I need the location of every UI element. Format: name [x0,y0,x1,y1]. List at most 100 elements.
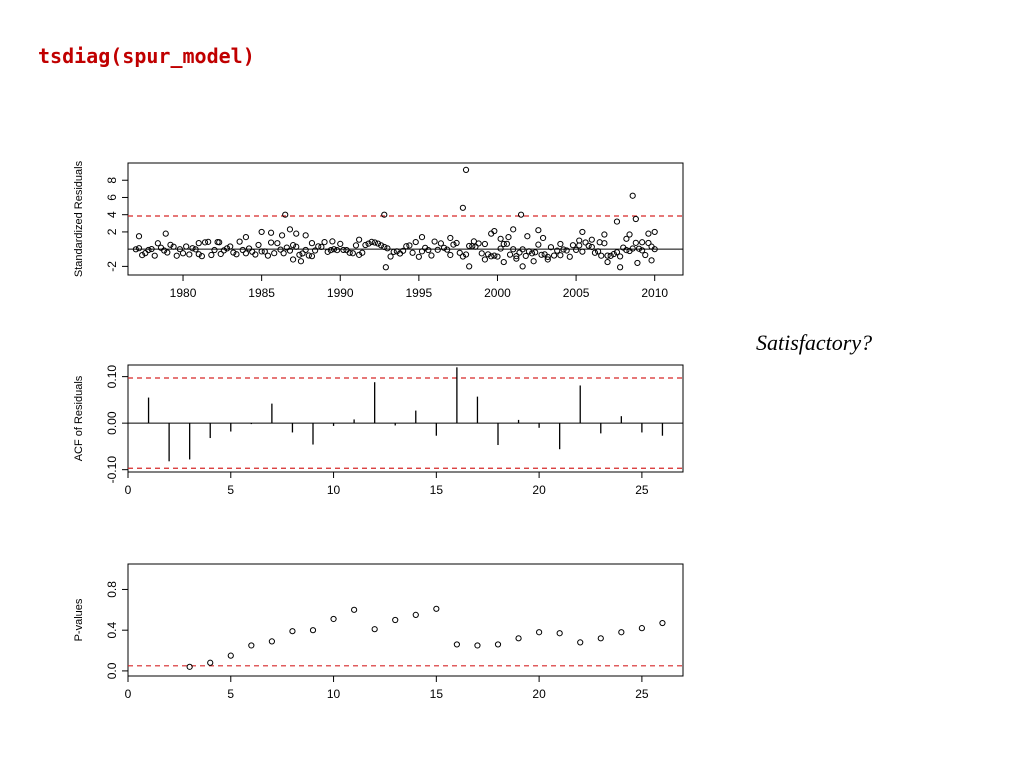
data-point [382,264,389,271]
x-tick-label: 1995 [406,286,433,300]
data-point [406,242,413,249]
data-point [516,249,523,256]
data-point [161,247,168,254]
data-point [505,233,512,241]
data-point [278,232,286,239]
data-point [547,244,555,251]
data-point [384,245,391,252]
y-axis-title: P-values [73,598,85,641]
data-point [412,238,419,246]
data-point [466,242,473,250]
note-text: Satisfactory? [756,330,873,355]
data-point [170,243,177,250]
panel-2: 0 5 10 15 20 25 -0.10 0.00 0.10 ACF of Residuals [73,364,684,497]
panel-3: 0 5 10 15 20 25 0.0 0.4 0.8 P-values [73,563,684,701]
plot-frame [127,364,684,473]
x-tick-label: 20 [532,483,546,497]
data-point [151,252,158,259]
data-point [282,211,289,218]
data-point [525,248,533,255]
data-point [217,250,224,258]
data-point [639,239,646,246]
data-point [245,245,253,252]
data-point [510,246,517,253]
data-point [466,263,473,270]
data-point [550,252,558,259]
data-point [201,239,209,246]
data-point [617,264,624,271]
data-point [491,252,498,259]
data-point [635,245,643,252]
data-point [195,240,202,247]
data-point [154,240,161,247]
data-point [596,239,603,246]
data-point [293,230,300,237]
data-point [528,250,536,257]
data-point [613,249,621,256]
data-point [554,247,561,254]
x-tick-label: 25 [635,483,649,497]
y-tick-label: -2 [105,261,119,272]
data-point [418,233,426,241]
data-point [164,249,171,256]
data-point [437,240,444,247]
data-point [425,246,432,254]
data-point [591,249,599,256]
data-point [349,250,356,257]
data-point [645,230,652,237]
data-point [450,241,457,248]
data-point [524,233,531,240]
data-point [211,246,218,254]
data-point [418,248,426,255]
x-tick-label: 20 [532,687,546,701]
data-point [223,245,231,252]
data-point [296,251,303,258]
data-point [510,226,517,233]
data-point [334,247,341,254]
x-tick-label: 2000 [484,286,511,300]
data-point [626,231,633,238]
x-tick-label: 1990 [327,286,354,300]
data-point [634,259,641,267]
data-point [447,234,454,242]
data-point [478,250,485,257]
data-point [208,251,215,259]
data-point [368,238,375,245]
y-tick-label: 8 [105,177,119,184]
data-point [371,239,378,246]
data-point [623,235,630,242]
x-tick-label: 10 [327,687,341,701]
data-point [447,251,454,259]
data-point [302,232,309,239]
data-point [481,240,488,248]
page-title: tsdiag(spur_model) [38,44,255,68]
data-point [318,243,325,250]
data-point [183,243,190,250]
data-point [582,239,589,246]
data-point [569,242,577,249]
data-point [517,211,525,218]
data-point [428,252,435,259]
data-point [444,246,451,253]
y-tick-label: 6 [105,194,119,201]
plot-frame [127,162,684,276]
data-point [557,252,564,259]
data-point [198,253,205,260]
data-point [544,253,551,260]
data-point [536,629,543,636]
y-tick-label: 0.4 [105,622,119,639]
data-point [252,251,259,258]
x-tick-label: 0 [125,483,132,497]
data-point [453,239,460,247]
data-point [387,253,394,260]
data-point [239,246,246,254]
data-point [538,251,545,258]
data-point [629,192,636,199]
data-point [340,246,347,254]
data-point [227,243,234,250]
data-point [434,246,441,253]
data-point [236,238,243,245]
data-point [563,247,570,254]
data-point [139,252,146,259]
data-point [365,240,372,247]
